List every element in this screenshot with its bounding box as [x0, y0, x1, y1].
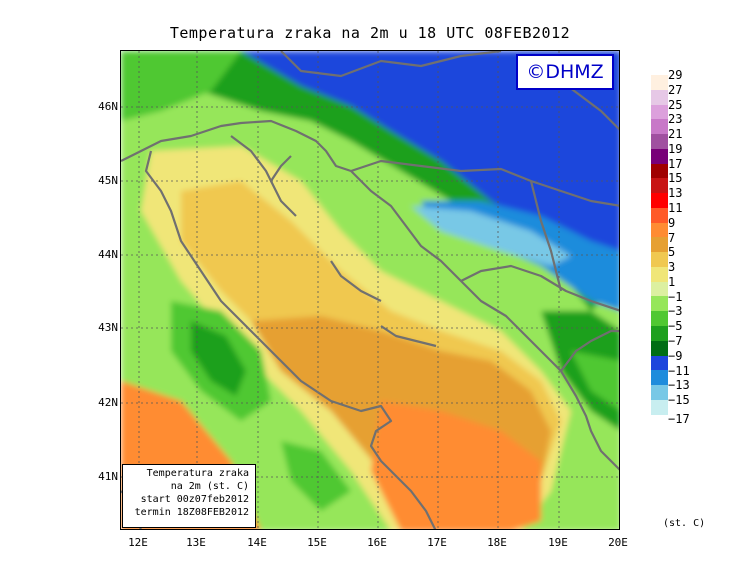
legend-swatch: [651, 89, 668, 105]
field-northwest-green: [121, 51, 241, 121]
legend-label: −3: [668, 304, 683, 319]
legend-label: −13: [668, 378, 690, 393]
legend-label: −9: [668, 348, 683, 363]
bosnia-border: [460, 264, 619, 312]
dhmz-logo: ©DHMZ: [516, 54, 614, 90]
field-balkan-lightgreen: [571, 351, 619, 410]
legend-label: 27: [668, 82, 683, 97]
legend-swatch: [651, 296, 668, 312]
legend-label: −15: [668, 393, 690, 408]
legend-swatch: [651, 326, 668, 341]
alps-border: [280, 51, 502, 78]
temperature-map: [120, 50, 620, 530]
legend-swatch: [651, 75, 668, 90]
legend-swatch: [651, 207, 668, 223]
lat-label-43: 43N: [98, 321, 118, 334]
lon-label-16: 16E: [367, 536, 387, 549]
legend-label: 19: [668, 141, 683, 156]
color-legend: [651, 75, 668, 430]
legend-label: 7: [668, 230, 676, 245]
legend-label: −7: [668, 334, 683, 349]
drina-border: [529, 180, 563, 292]
legend-swatch: [651, 311, 668, 327]
lat-lon-grid: [121, 51, 619, 529]
legend-swatch: [651, 237, 668, 253]
legend-swatch: [651, 281, 668, 297]
kvarner-coast: [270, 180, 297, 217]
legend-label: 15: [668, 171, 683, 186]
field-apennine-darkgreen: [191, 321, 246, 396]
lat-label-46: 46N: [98, 100, 118, 113]
legend-swatch: [651, 370, 668, 386]
legend-label: 13: [668, 186, 683, 201]
legend-label: 9: [668, 215, 676, 230]
croatian-coast: [121, 119, 619, 471]
lon-label-19: 19E: [548, 536, 568, 549]
legend-swatch: [651, 134, 668, 149]
info-line-1: Temperatura zraka: [146, 468, 249, 479]
legend-label: 5: [668, 245, 676, 260]
southern-islands: [380, 325, 437, 348]
lon-label-13: 13E: [186, 536, 206, 549]
italian-coast: [144, 150, 437, 529]
legend-swatch: [651, 178, 668, 194]
legend-swatch: [651, 193, 668, 208]
lon-label-15: 15E: [307, 536, 327, 549]
field-south-green: [281, 441, 351, 511]
sava-border: [350, 159, 619, 207]
field-hot-orange: [371, 401, 541, 529]
legend-swatch: [651, 355, 668, 371]
map-title: Temperatura zraka na 2m u 18 UTC 08FEB20…: [169, 24, 571, 42]
legend-label: 21: [668, 127, 683, 142]
legend-swatch: [651, 414, 668, 430]
istria-coast: [230, 135, 292, 183]
montenegro-border: [560, 329, 619, 372]
lat-label-45: 45N: [98, 174, 118, 187]
lon-label-20: 20E: [608, 536, 628, 549]
info-line-2: na 2m (st. C): [170, 481, 249, 492]
legend-swatch: [651, 104, 668, 120]
legend-label: 25: [668, 97, 683, 112]
info-line-4: termin 18Z08FEB2012: [134, 507, 249, 518]
legend-label: −5: [668, 319, 683, 334]
legend-swatch: [651, 222, 668, 238]
legend-unit: (st. C): [663, 518, 706, 529]
temperature-field: [121, 51, 619, 529]
legend-swatch: [651, 266, 668, 282]
lon-label-12: 12E: [128, 536, 148, 549]
legend-label: 11: [668, 201, 683, 216]
field-cold-blue: [241, 51, 619, 281]
info-box: Temperatura zraka na 2m (st. C) start 00…: [122, 464, 256, 528]
legend-label: 17: [668, 156, 683, 171]
legend-label: −17: [668, 411, 690, 426]
legend-swatch: [651, 340, 668, 356]
legend-label: −11: [668, 363, 690, 378]
lon-label-17: 17E: [427, 536, 447, 549]
lat-label-41: 41N: [98, 470, 118, 483]
lat-label-42: 42N: [98, 396, 118, 409]
legend-label: −1: [668, 289, 683, 304]
legend-label: 29: [668, 68, 683, 82]
legend-label: 23: [668, 112, 683, 127]
lon-label-18: 18E: [487, 536, 507, 549]
lon-label-14: 14E: [247, 536, 267, 549]
legend-label: 1: [668, 274, 676, 289]
lat-label-44: 44N: [98, 248, 118, 261]
legend-swatch: [651, 399, 668, 415]
info-line-3: start 00z07feb2012: [140, 494, 249, 505]
field-balkan-green: [541, 311, 619, 430]
legend-swatch: [651, 119, 668, 135]
legend-swatch: [651, 252, 668, 267]
legend-swatch: [651, 148, 668, 164]
dalmatia-islands: [330, 260, 382, 302]
legend-swatch: [651, 385, 668, 400]
field-cold-paleblue: [411, 206, 571, 266]
legend-swatch: [651, 163, 668, 179]
legend-label: 3: [668, 260, 676, 275]
